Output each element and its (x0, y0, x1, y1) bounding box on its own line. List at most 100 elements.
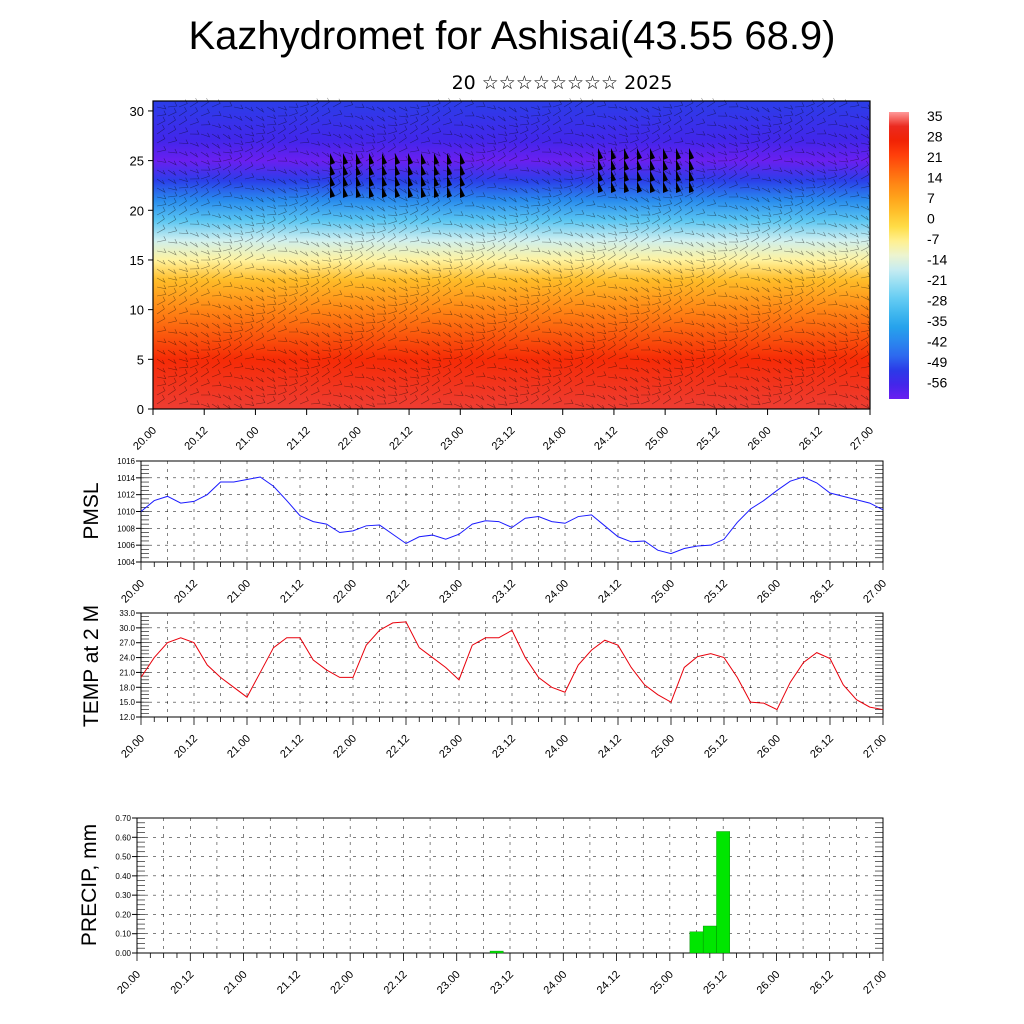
temp-y-tick-label: 18.0 (119, 683, 135, 692)
x-tick-label: 24.00 (541, 425, 569, 453)
wind-flag (408, 153, 413, 165)
wind-flag (421, 164, 426, 176)
x-tick-label: 21.00 (234, 425, 262, 453)
wind-flag (382, 186, 387, 198)
precip-y-tick-label: 0.60 (115, 833, 131, 842)
precip-x-tick-label: 25.00 (648, 969, 676, 997)
wind-flag (676, 170, 681, 182)
wind-flag (343, 164, 348, 176)
pmsl-y-axis-label: PMSL (80, 482, 103, 539)
temp-series-line (140, 621, 884, 711)
colorbar-strip (889, 112, 909, 399)
wind-flag (598, 181, 603, 193)
pmsl-x-tick-label: 25.00 (649, 578, 677, 606)
temp-x-tick-label: 21.12 (278, 733, 306, 761)
y-tick-label: 25 (130, 154, 144, 169)
pmsl-x-tick-label: 26.00 (755, 578, 783, 606)
precip-y-tick-label: 0.10 (115, 930, 131, 939)
colorbar-label: -35 (927, 313, 947, 329)
precip-x-tick-label: 21.00 (222, 969, 250, 997)
y-tick-label: 5 (137, 352, 144, 367)
wind-flag (447, 186, 452, 198)
temp-y-tick-label: 27.0 (119, 639, 135, 648)
wind-flag (663, 159, 668, 171)
precip-x-tick-label: 26.12 (808, 969, 836, 997)
pmsl-x-tick-label: 26.12 (808, 578, 836, 606)
wind-flag (382, 164, 387, 176)
wind-flag (676, 181, 681, 193)
wind-flag (689, 148, 694, 160)
colorbar-label: -56 (927, 375, 947, 391)
precip-x-tick-label: 25.12 (701, 969, 729, 997)
precip-x-tick-label: 23.12 (488, 969, 516, 997)
wind-flag (369, 164, 374, 176)
x-tick-label: 20.00 (131, 425, 159, 453)
wind-flag (330, 175, 335, 187)
wind-flag (663, 148, 668, 160)
wind-flag (447, 153, 452, 165)
wind-flag (343, 153, 348, 165)
temp-panel: 12.0 15.0 18.0 21.0 24.0 27.0 30.0 33.0 20.00 20.… (80, 605, 889, 761)
wind-flag (460, 175, 465, 187)
precip-y-tick-label: 0.30 (115, 891, 131, 900)
pmsl-x-tick-label: 21.12 (278, 578, 306, 606)
wind-flag (434, 153, 439, 165)
x-tick-label: 23.00 (438, 425, 466, 453)
colorbar-label: 21 (927, 149, 943, 165)
pmsl-y-tick-label: 1014 (117, 474, 135, 483)
wind-flag (421, 186, 426, 198)
temp-x-tick-label: 22.12 (384, 733, 412, 761)
pmsl-y-tick-label: 1012 (117, 491, 135, 500)
colorbar-label: -49 (927, 354, 947, 370)
precip-bar (716, 831, 731, 954)
wind-flag (624, 159, 629, 171)
precip-frame (136, 817, 884, 954)
pmsl-x-tick-label: 22.12 (384, 578, 412, 606)
pmsl-x-tick-label: 20.00 (119, 578, 147, 606)
wind-flag (460, 186, 465, 198)
precip-y-tick-label: 0.70 (115, 814, 131, 823)
precip-y-tick-label: 0.20 (115, 910, 131, 919)
pmsl-y-tick-label: 1016 (117, 457, 135, 466)
wind-flag (624, 181, 629, 193)
wind-flag (611, 181, 616, 193)
wind-flag (408, 186, 413, 198)
pmsl-x-tick-label: 22.00 (331, 578, 359, 606)
temp-y-tick-label: 15.0 (119, 698, 135, 707)
precip-x-tick-label: 22.12 (382, 969, 410, 997)
x-tick-label: 25.00 (643, 425, 671, 453)
precip-y-tick-label: 0.40 (115, 872, 131, 881)
wind-flag (611, 148, 616, 160)
wind-flag (369, 186, 374, 198)
temp-x-tick-label: 25.00 (649, 733, 677, 761)
y-tick-label: 15 (130, 253, 144, 268)
wind-flag (408, 164, 413, 176)
temp-x-tick-label: 20.00 (119, 733, 147, 761)
wind-flag (434, 175, 439, 187)
temp-x-tick-label: 23.00 (437, 733, 465, 761)
wind-flag (356, 153, 361, 165)
pmsl-y-tick-label: 1010 (117, 508, 135, 517)
x-tick-label: 22.12 (387, 425, 415, 453)
precip-x-tick-label: 22.00 (328, 969, 356, 997)
wind-flag (330, 186, 335, 198)
wind-flag (369, 175, 374, 187)
wind-flag (650, 159, 655, 171)
temperature-field (153, 101, 870, 409)
wind-flag (689, 159, 694, 171)
colorbar-label: 0 (927, 211, 935, 227)
wind-flag (598, 148, 603, 160)
wind-flag (330, 153, 335, 165)
colorbar: 35 28 21 14 7 0 -7 -14 -21 -28 -35 -42 -49 -56 (889, 108, 947, 399)
precip-panel: 0.00 0.10 0.20 0.30 0.40 0.50 0.60 0.70 20.00 20.… (78, 814, 889, 997)
temp-x-tick-label: 26.12 (808, 733, 836, 761)
x-tick-label: 25.12 (695, 425, 723, 453)
colorbar-label: -21 (927, 272, 947, 288)
y-tick-label: 10 (130, 303, 144, 318)
wind-flag (611, 159, 616, 171)
x-tick-label: 26.00 (746, 425, 774, 453)
temp-x-tick-label: 20.12 (172, 733, 200, 761)
x-tick-label: 22.00 (336, 425, 364, 453)
pmsl-x-tick-label: 24.00 (543, 578, 571, 606)
temp-y-tick-label: 30.0 (119, 624, 135, 633)
